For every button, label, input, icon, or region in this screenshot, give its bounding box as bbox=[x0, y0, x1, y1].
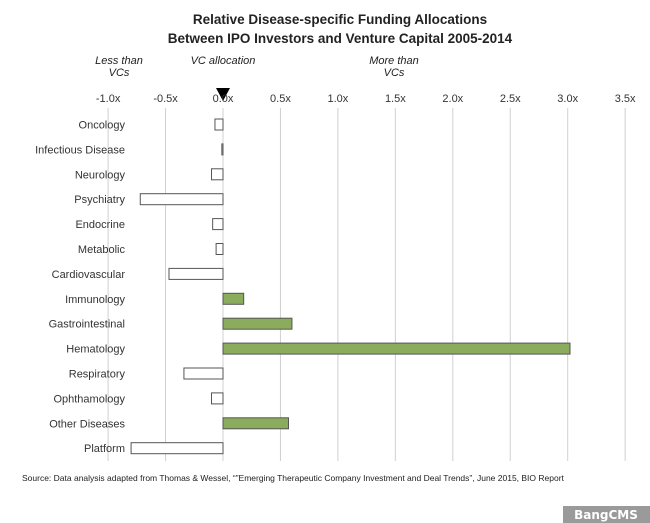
x-tick-label: 2.5x bbox=[500, 93, 521, 105]
category-label: Cardiovascular bbox=[52, 269, 126, 281]
x-tick-label: 0.0x bbox=[213, 93, 234, 105]
chart-subtitle: Between IPO Investors and Venture Capita… bbox=[168, 31, 513, 46]
category-label: Endocrine bbox=[75, 219, 125, 231]
bar-infectious-disease bbox=[221, 143, 224, 156]
category-label: Platform bbox=[84, 443, 125, 455]
chart-title: Relative Disease-specific Funding Alloca… bbox=[193, 12, 487, 27]
bar-cardiovascular bbox=[168, 267, 224, 280]
bar-endocrine bbox=[212, 218, 224, 231]
annotation-less-than-vcs: Less than VCs bbox=[95, 55, 143, 79]
category-label: Hematology bbox=[66, 344, 125, 356]
watermark-text: BangCMS bbox=[574, 508, 638, 522]
x-tick-label: -0.5x bbox=[153, 93, 178, 105]
category-label: Respiratory bbox=[69, 369, 126, 381]
x-tick-label: 0.5x bbox=[270, 93, 291, 105]
annotation-more-than-vcs: More than VCs bbox=[369, 55, 419, 79]
bar-respiratory bbox=[183, 367, 224, 380]
x-tick-label: -1.0x bbox=[96, 93, 121, 105]
bars bbox=[130, 118, 571, 455]
x-tick-label: 3.0x bbox=[557, 93, 578, 105]
bar-neurology bbox=[211, 168, 224, 181]
bar-ophthamology bbox=[211, 392, 224, 405]
bar-metabolic bbox=[215, 243, 224, 255]
x-tick-label: 1.0x bbox=[328, 93, 349, 105]
bar-gastrointestinal bbox=[222, 317, 293, 330]
bar-other-diseases bbox=[222, 417, 289, 430]
category-label: Metabolic bbox=[78, 244, 126, 256]
category-label: Infectious Disease bbox=[35, 144, 125, 156]
source-note: Source: Data analysis adapted from Thoma… bbox=[22, 473, 565, 483]
bar-oncology bbox=[214, 118, 224, 131]
watermark: BangCMS bbox=[563, 506, 650, 523]
category-label: Immunology bbox=[65, 294, 125, 306]
gridlines bbox=[107, 108, 626, 461]
category-label: Neurology bbox=[75, 169, 126, 181]
x-axis-tick-labels: -1.0x -0.5x 0.0x 0.5x 1.0x 1.5x 2.0x 2.5x 3.0x 3.… bbox=[96, 93, 636, 105]
vc-allocation-marker-icon bbox=[216, 88, 230, 101]
category-label: Other Diseases bbox=[49, 418, 125, 430]
bar-psychiatry bbox=[139, 193, 224, 206]
bar-hematology bbox=[222, 342, 571, 355]
category-label: Oncology bbox=[79, 120, 126, 132]
x-tick-label: 2.0x bbox=[442, 93, 463, 105]
x-tick-label: 3.5x bbox=[615, 93, 636, 105]
category-label: Ophthamology bbox=[53, 393, 125, 405]
category-label: Psychiatry bbox=[74, 194, 125, 206]
bar-platform bbox=[130, 442, 224, 455]
category-labels: Oncology Infectious Disease Neurology Psych… bbox=[35, 120, 125, 456]
category-label: Gastrointestinal bbox=[49, 319, 125, 331]
bar-immunology bbox=[222, 292, 245, 305]
annotation-vc-allocation: VC allocation bbox=[191, 55, 256, 67]
x-tick-label: 1.5x bbox=[385, 93, 406, 105]
